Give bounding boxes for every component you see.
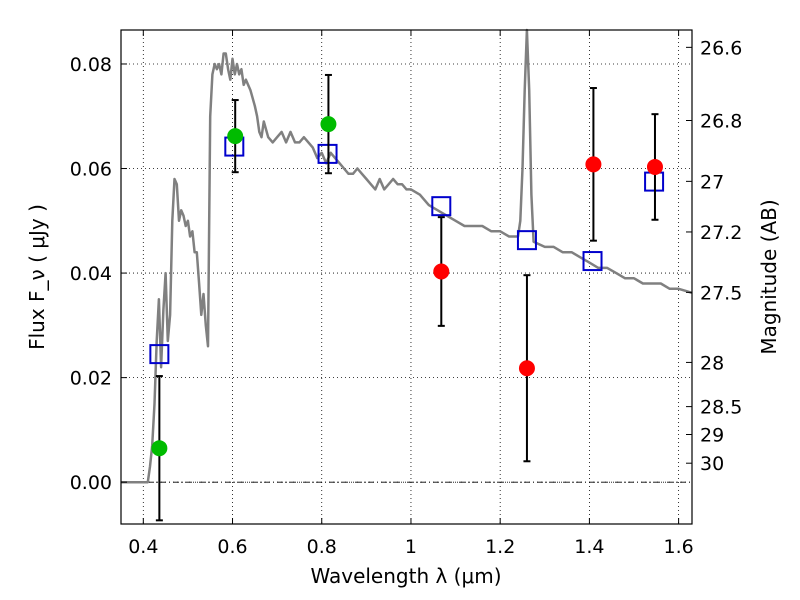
y-tick-label: 0.04 [70, 263, 112, 285]
model-photometry-square [149, 344, 170, 365]
magnitude-tick-label: 27 [700, 171, 724, 193]
magnitude-tick-label: 28 [700, 352, 724, 374]
magnitude-tick-label: 28.5 [700, 397, 742, 419]
magnitude-tick-label: 27.2 [700, 222, 742, 244]
model-photometry-square [431, 196, 452, 217]
magnitude-tick-label: 26.8 [700, 111, 742, 133]
y-tick-label: 0.06 [70, 159, 112, 181]
y-tick-label: 0.02 [70, 368, 112, 390]
observed-point-green [320, 116, 337, 133]
plot-frame [120, 29, 693, 525]
observed-point-green [151, 440, 168, 457]
y-tick-label: 0.00 [70, 472, 112, 494]
x-tick-label: 0.6 [217, 536, 247, 558]
x-tick-label: 1.2 [485, 536, 515, 558]
model-photometry-square [582, 251, 603, 272]
data-points [149, 73, 665, 522]
observed-point-red [585, 156, 602, 173]
x-tick-label: 0.8 [307, 536, 337, 558]
x-tick-label: 0.4 [128, 536, 158, 558]
observed-point-red [646, 158, 663, 175]
x-tick-label: 1.4 [574, 536, 604, 558]
magnitude-tick-label: 27.5 [700, 282, 742, 304]
observed-point-green [227, 128, 244, 145]
model-photometry-square [516, 230, 537, 251]
y-tick-label: 0.08 [70, 54, 112, 76]
observed-point-red [433, 263, 450, 280]
x-tick-label: 1.6 [664, 536, 694, 558]
model-spectrum-line [121, 28, 693, 484]
magnitude-tick-label: 26.6 [700, 37, 742, 59]
magnitude-tick-label: 30 [700, 453, 724, 475]
x-axis-label: Wavelength λ (μm) [310, 564, 501, 588]
axis-ticks: 0.4 0.6 0.8 1 1.2 1.4 1.6 0.00 0.02 0.04 0.06 0.08 2… [70, 30, 742, 558]
magnitude-tick-label: 29 [700, 425, 724, 447]
x-tick-label: 1 [405, 536, 417, 558]
y-axis-label: Flux F_ν ( μJy ) [25, 204, 49, 350]
observed-point-red [518, 360, 535, 377]
right-axis-label: Magnitude (AB) [757, 199, 781, 354]
